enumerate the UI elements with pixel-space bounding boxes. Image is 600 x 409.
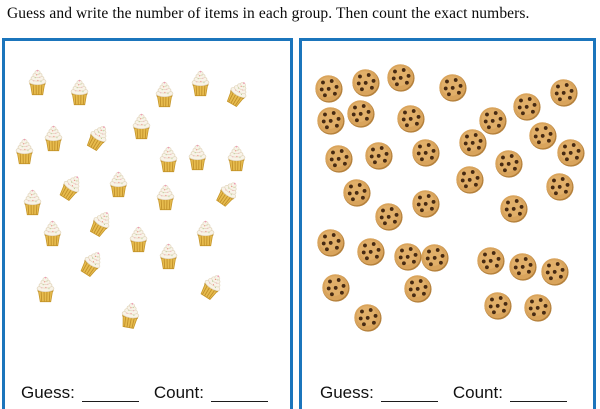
cookie-icon [395, 103, 426, 134]
cookie-icon [548, 77, 579, 108]
cookie-icon [320, 272, 351, 303]
cookie-icon [522, 292, 553, 323]
cupcake-icon [80, 201, 122, 243]
cupcake-icon [103, 168, 134, 199]
count-blank[interactable] [509, 391, 567, 402]
cookie-icon [410, 137, 441, 168]
guess-label: Guess: [320, 383, 374, 402]
cookie-icon [437, 72, 468, 103]
cupcake-icon [149, 78, 180, 109]
cookie-icon [352, 302, 383, 333]
guess-label: Guess: [21, 383, 75, 402]
cookie-icon [539, 256, 570, 287]
cookie-icon [511, 91, 542, 122]
cupcake-icon [71, 241, 114, 284]
cookie-icon [341, 177, 372, 208]
cupcake-icon [30, 273, 61, 304]
cupcake-icon [217, 71, 259, 113]
cookie-icon [345, 98, 376, 129]
cupcakes-scatter [5, 41, 290, 409]
cupcake-icon [150, 181, 181, 212]
cookie-icon [493, 148, 524, 179]
cookie-icon [373, 201, 404, 232]
cookie-icon [507, 251, 538, 282]
cupcake-icon [153, 240, 184, 271]
cookies-scatter [302, 41, 593, 409]
cupcake-icon [182, 141, 213, 172]
cookie-icon [457, 127, 488, 158]
cookie-icon [419, 242, 450, 273]
answer-row: Guess: Count: [320, 383, 567, 403]
cookie-icon [555, 137, 586, 168]
cupcake-icon [17, 186, 48, 217]
cookie-icon [410, 188, 441, 219]
cookie-icon [315, 227, 346, 258]
cupcake-icon [77, 115, 119, 157]
count-label: Count: [452, 383, 503, 402]
cupcake-icon [153, 143, 184, 174]
cookie-icon [527, 120, 558, 151]
cupcake-icon [37, 217, 68, 248]
cookie-icon [482, 290, 513, 321]
cupcake-icon [9, 135, 40, 166]
count-blank[interactable] [210, 391, 268, 402]
cookie-icon [498, 193, 529, 224]
cupcake-icon [221, 142, 252, 173]
cookie-icon [402, 273, 433, 304]
cupcake-icon [123, 223, 154, 254]
cookie-icon [313, 73, 344, 104]
cookie-icon [355, 236, 386, 267]
cookie-icon [544, 171, 575, 202]
guess-blank[interactable] [81, 391, 139, 402]
cupcake-icon [206, 170, 249, 213]
guess-blank[interactable] [380, 391, 438, 402]
cupcake-icon [191, 264, 234, 307]
cookie-icon [475, 245, 506, 276]
cupcake-icon [126, 110, 157, 141]
answer-row: Guess: Count: [21, 383, 268, 403]
cupcake-icon [185, 67, 216, 98]
cupcake-icon [22, 66, 53, 97]
cookie-icon [323, 143, 354, 174]
worksheet-instruction: Guess and write the number of items in e… [7, 5, 530, 22]
cookie-icon [350, 67, 381, 98]
cupcakes-group-box: Guess: Count: [2, 38, 293, 409]
count-label: Count: [153, 383, 204, 402]
cupcake-icon [190, 217, 221, 248]
cupcake-icon [112, 296, 148, 332]
cupcake-icon [38, 122, 69, 153]
cookie-icon [385, 62, 416, 93]
cupcake-icon [64, 76, 95, 107]
cookie-icon [454, 164, 485, 195]
cupcake-icon [50, 165, 93, 208]
cookies-group-box: Guess: Count: [299, 38, 596, 409]
cookie-icon [315, 105, 346, 136]
cookie-icon [363, 140, 394, 171]
